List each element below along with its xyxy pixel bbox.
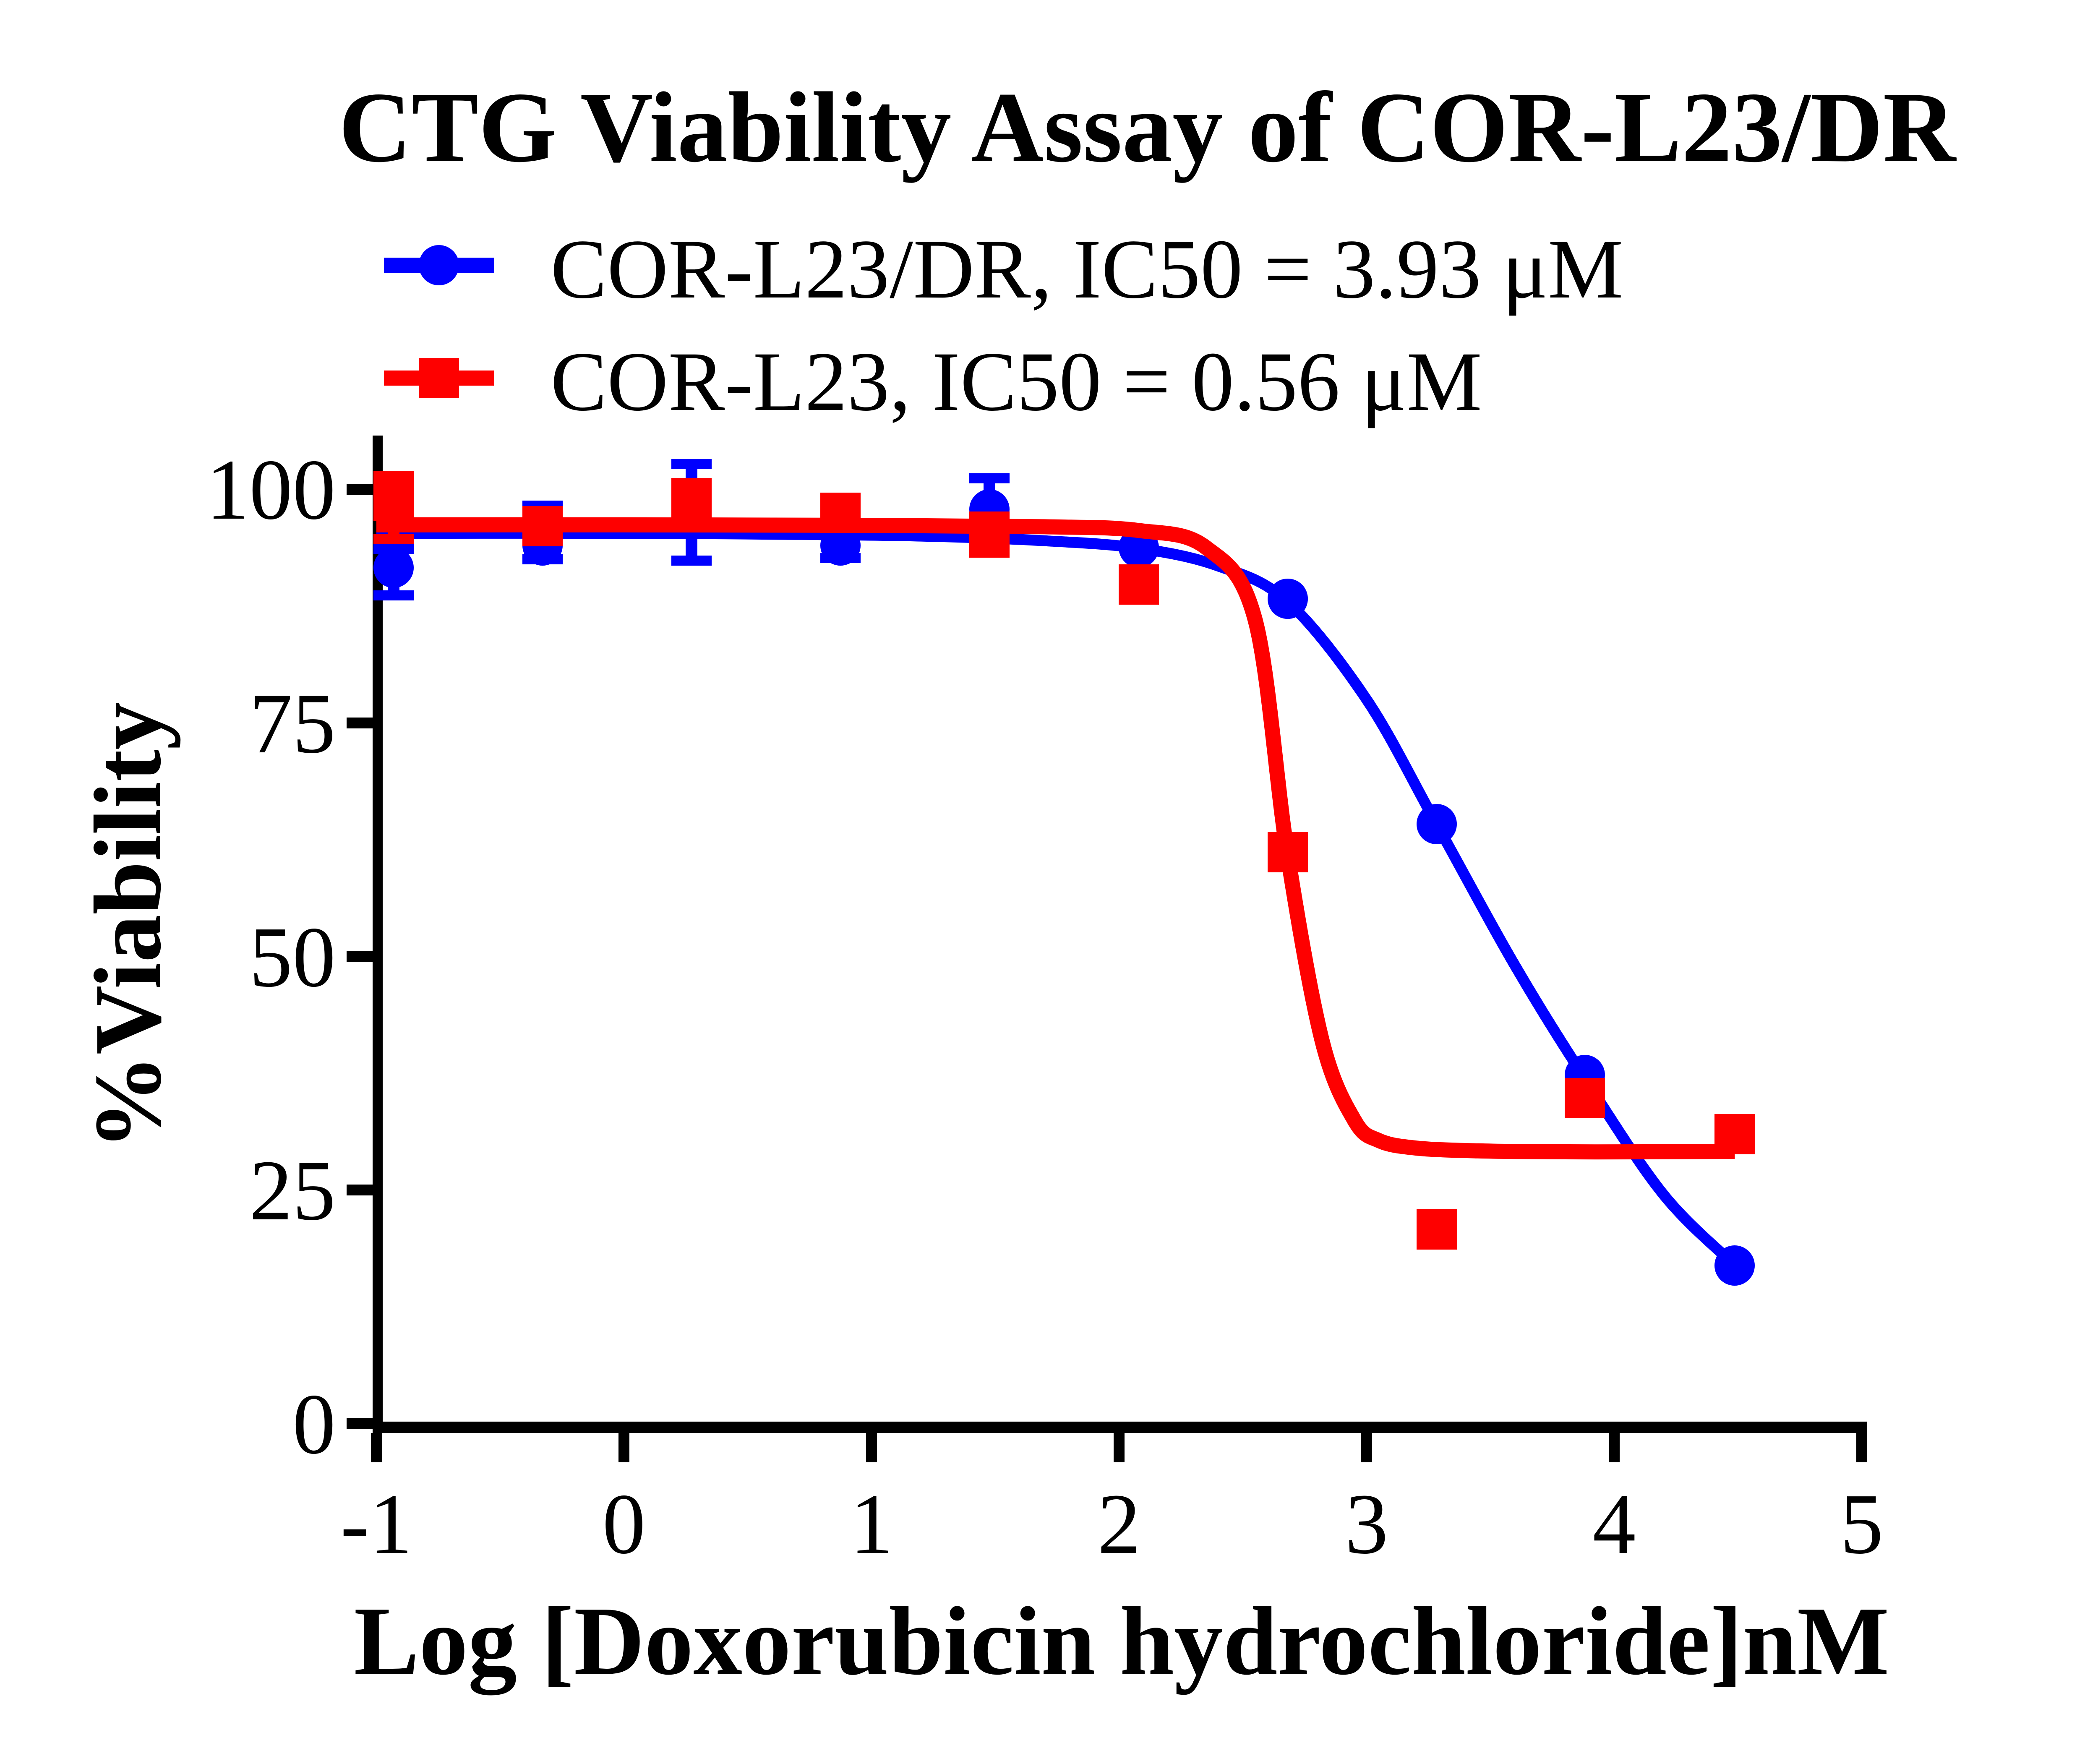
svg-text:-1: -1 [340, 1476, 412, 1572]
svg-text:%Viability: %Viability [75, 702, 181, 1150]
svg-text:3: 3 [1345, 1476, 1388, 1572]
svg-text:2: 2 [1098, 1476, 1141, 1572]
svg-text:0: 0 [292, 1376, 336, 1472]
svg-text:COR-L23/DR, IC50 = 3.93 μM: COR-L23/DR, IC50 = 3.93 μM [551, 222, 1623, 316]
svg-text:4: 4 [1593, 1476, 1636, 1572]
svg-text:0: 0 [603, 1476, 646, 1572]
svg-text:5: 5 [1840, 1476, 1884, 1572]
svg-text:CTG Viability Assay of COR-L23: CTG Viability Assay of COR-L23/DR [339, 71, 1957, 183]
svg-text:1: 1 [850, 1476, 893, 1572]
svg-text:50: 50 [249, 909, 336, 1005]
svg-text:25: 25 [249, 1142, 336, 1238]
svg-text:100: 100 [206, 441, 336, 538]
svg-text:COR-L23, IC50 = 0.56 μM: COR-L23, IC50 = 0.56 μM [551, 334, 1482, 428]
svg-text:Log [Doxorubicin hydrochloride: Log [Doxorubicin hydrochloride]nM [354, 1587, 1889, 1696]
svg-text:75: 75 [249, 675, 336, 771]
